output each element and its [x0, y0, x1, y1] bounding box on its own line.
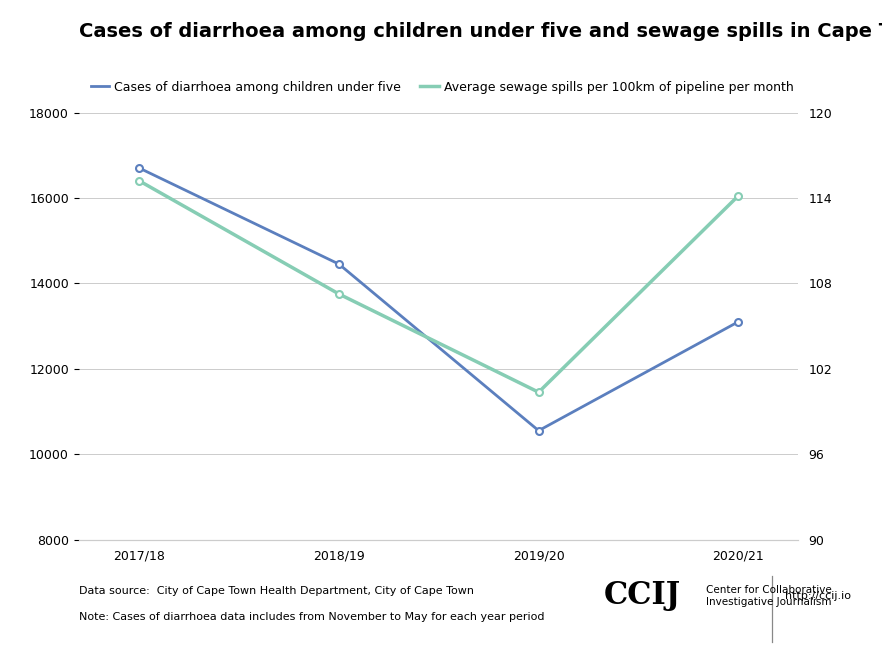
- Text: Data source:  City of Cape Town Health Department, City of Cape Town: Data source: City of Cape Town Health De…: [79, 586, 475, 596]
- Text: Note: Cases of diarrhoea data includes from November to May for each year period: Note: Cases of diarrhoea data includes f…: [79, 612, 545, 622]
- Legend: Cases of diarrhoea among children under five, Average sewage spills per 100km of: Cases of diarrhoea among children under …: [86, 75, 798, 99]
- Text: CCIJ: CCIJ: [604, 581, 681, 611]
- Text: http://ccij.io: http://ccij.io: [785, 591, 851, 601]
- Text: Center for Collaborative
Investigative Journalism: Center for Collaborative Investigative J…: [706, 585, 832, 606]
- Text: Cases of diarrhoea among children under five and sewage spills in Cape Town: Cases of diarrhoea among children under …: [79, 22, 882, 41]
